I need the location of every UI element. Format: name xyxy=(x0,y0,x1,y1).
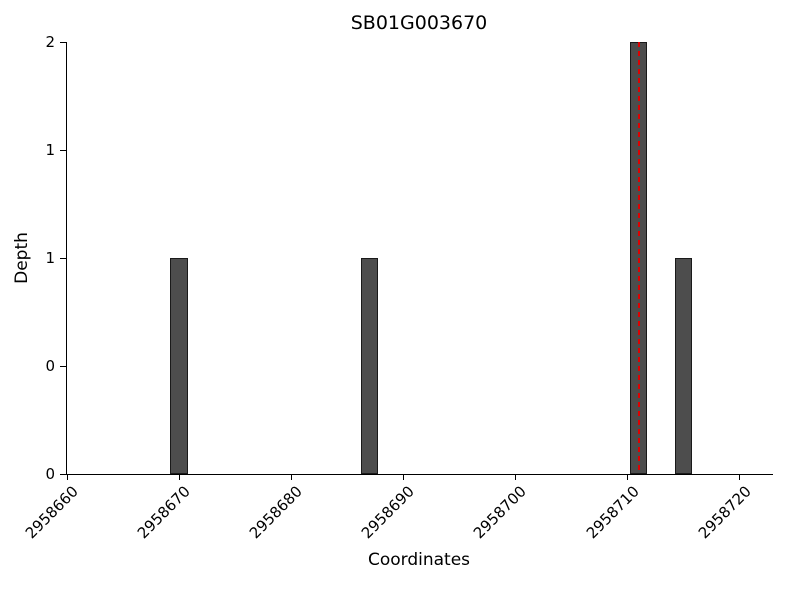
x-tick-label: 2958660 xyxy=(22,482,83,543)
plot-area: 2958660 2958670 2958680 2958690 2958700 29587… xyxy=(22,33,773,542)
y-tick-label: 0 xyxy=(45,465,55,483)
x-tick-mark xyxy=(515,474,517,480)
x-axis-label: Coordinates xyxy=(367,550,471,570)
x-tick-mark xyxy=(179,474,181,480)
y-tick-mark xyxy=(60,474,66,475)
x-tick-label: 2958680 xyxy=(246,482,307,543)
x-tick-mark xyxy=(291,474,293,480)
y-tick-label: 1 xyxy=(45,141,55,159)
y-tick-label: 0 xyxy=(45,357,55,375)
y-tick-mark xyxy=(60,366,66,367)
x-tick-label: 2958710 xyxy=(582,482,643,543)
x-tick-mark xyxy=(403,474,405,480)
depth-bar xyxy=(170,258,188,474)
depth-bar xyxy=(360,258,379,474)
x-tick-mark xyxy=(627,474,629,480)
y-tick-mark xyxy=(60,42,66,43)
x-tick-label: 2958720 xyxy=(694,482,755,543)
depth-bar xyxy=(674,258,692,474)
y-tick-mark xyxy=(60,150,66,151)
chart-title: SB01G003670 xyxy=(350,12,488,34)
x-tick-label: 2958670 xyxy=(134,482,195,543)
x-tick-label: 2958700 xyxy=(470,482,531,543)
x-tick-label: 2958690 xyxy=(358,482,419,543)
y-tick-label: 2 xyxy=(45,33,55,51)
y-tick-label: 1 xyxy=(45,249,55,267)
highlight-line xyxy=(637,42,640,474)
y-tick-mark xyxy=(60,258,66,259)
x-tick-mark xyxy=(739,474,741,480)
x-tick-mark xyxy=(67,474,68,480)
